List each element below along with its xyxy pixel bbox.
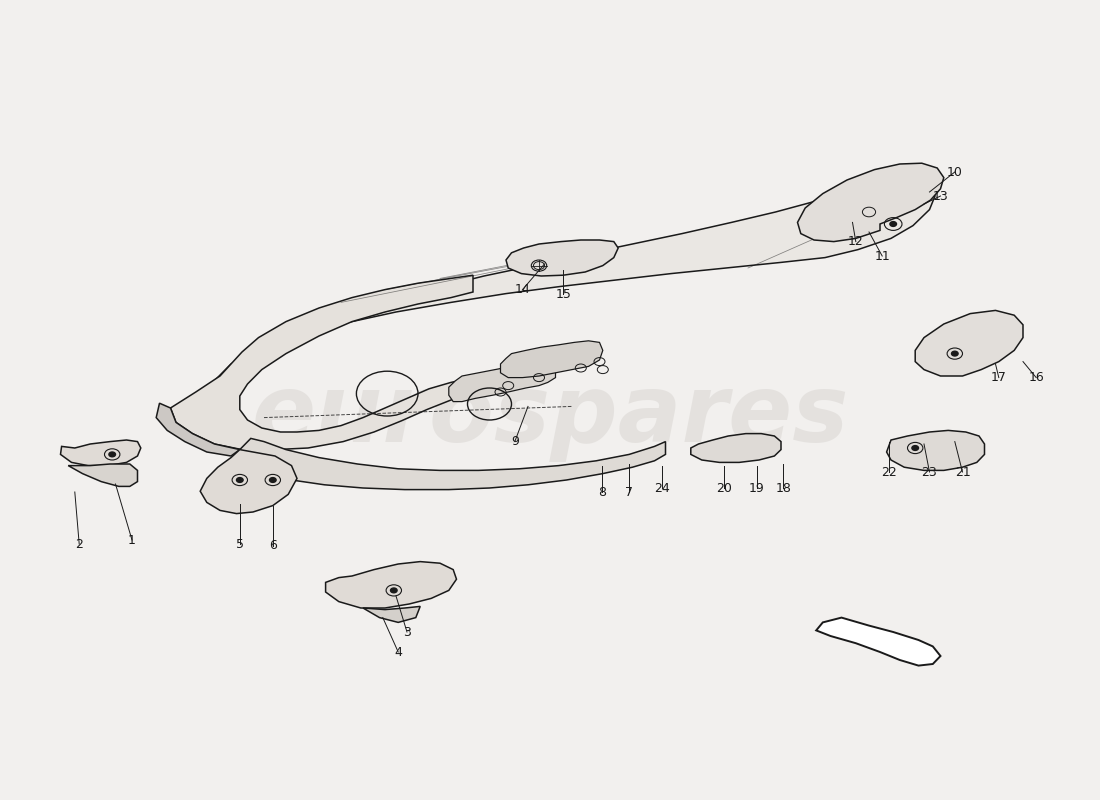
Text: 6: 6	[268, 539, 277, 552]
Text: 3: 3	[403, 626, 411, 638]
Text: 19: 19	[749, 482, 764, 494]
Polygon shape	[691, 434, 781, 462]
Text: 10: 10	[947, 166, 962, 178]
Text: 17: 17	[991, 371, 1006, 384]
Text: 24: 24	[654, 482, 670, 494]
Text: 12: 12	[848, 235, 864, 248]
Polygon shape	[60, 440, 141, 466]
Text: eurospares: eurospares	[251, 370, 849, 462]
Polygon shape	[915, 310, 1023, 376]
Polygon shape	[449, 362, 556, 402]
Polygon shape	[500, 341, 603, 378]
Text: 23: 23	[922, 466, 937, 478]
Text: 1: 1	[128, 534, 136, 546]
Text: 2: 2	[75, 538, 84, 550]
Polygon shape	[363, 606, 420, 622]
Text: 22: 22	[881, 466, 896, 478]
Polygon shape	[798, 163, 944, 242]
Polygon shape	[207, 180, 935, 430]
Polygon shape	[240, 438, 666, 490]
Circle shape	[270, 478, 276, 482]
Text: 13: 13	[933, 190, 948, 202]
Polygon shape	[887, 430, 984, 470]
Polygon shape	[68, 464, 138, 486]
Text: 18: 18	[776, 482, 791, 494]
Text: 16: 16	[1028, 371, 1044, 384]
Circle shape	[912, 446, 918, 450]
Polygon shape	[816, 618, 940, 666]
Text: 9: 9	[510, 435, 519, 448]
Polygon shape	[326, 562, 456, 608]
Circle shape	[236, 478, 243, 482]
Text: 21: 21	[955, 466, 970, 478]
Text: 4: 4	[394, 646, 403, 658]
Text: 14: 14	[515, 283, 530, 296]
Circle shape	[109, 452, 116, 457]
Text: 8: 8	[597, 486, 606, 498]
Circle shape	[390, 588, 397, 593]
Circle shape	[890, 222, 896, 226]
Text: 5: 5	[235, 538, 244, 550]
Text: 7: 7	[625, 486, 634, 498]
Text: 15: 15	[556, 288, 571, 301]
Text: 11: 11	[874, 250, 890, 262]
Polygon shape	[156, 403, 240, 456]
Circle shape	[952, 351, 958, 356]
Polygon shape	[200, 450, 297, 514]
Polygon shape	[506, 240, 618, 276]
Polygon shape	[170, 275, 473, 450]
Text: 20: 20	[716, 482, 732, 494]
